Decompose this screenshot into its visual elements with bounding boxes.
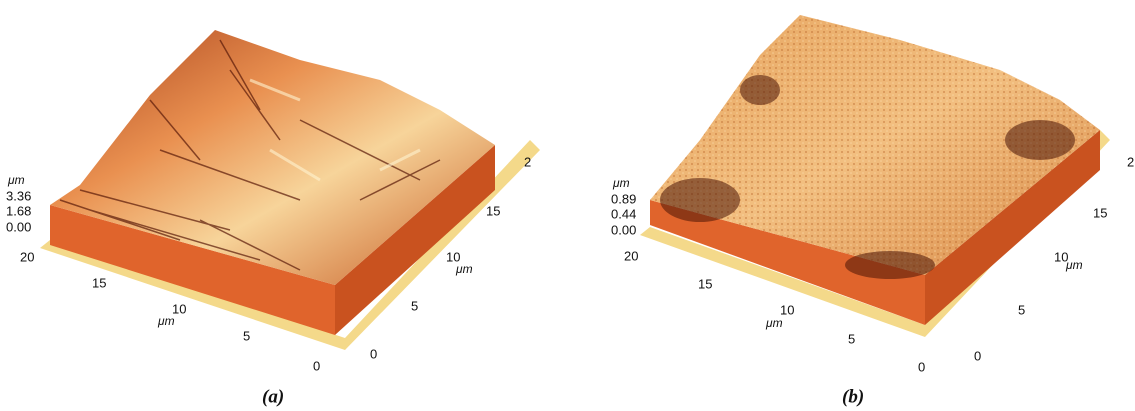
x-tick-label: 20 bbox=[624, 248, 638, 263]
z-unit: μm bbox=[612, 176, 630, 190]
x-tick-label: 5 bbox=[243, 328, 250, 343]
y-tick-label: 0 bbox=[974, 348, 981, 363]
y-tick-label: 0 bbox=[370, 346, 377, 361]
y-unit: μm bbox=[1065, 258, 1083, 272]
surface-a bbox=[40, 30, 540, 350]
y-tick-label: 15 bbox=[1093, 205, 1107, 220]
x-tick-label: 20 bbox=[20, 249, 34, 264]
x-tick-label: 15 bbox=[92, 275, 106, 290]
x-tick-label: 10 bbox=[172, 301, 186, 316]
z-tick-label: 0.00 bbox=[6, 219, 31, 234]
y-tick-label: 5 bbox=[1018, 302, 1025, 317]
z-tick-label: 0.44 bbox=[611, 206, 636, 221]
x-unit: μm bbox=[765, 316, 783, 330]
panel-label: (a) bbox=[262, 386, 284, 407]
x-tick-label: 0 bbox=[918, 359, 925, 374]
x-unit: μm bbox=[157, 314, 175, 328]
x-tick-label: 0 bbox=[313, 358, 320, 373]
panel-label: (b) bbox=[842, 386, 864, 407]
z-tick-label: 1.68 bbox=[6, 203, 31, 218]
x-tick-label: 5 bbox=[848, 331, 855, 346]
z-tick-label: 3.36 bbox=[6, 188, 31, 203]
y-tick-label: 2 bbox=[524, 154, 531, 169]
z-unit: μm bbox=[7, 173, 25, 187]
y-tick-label: 5 bbox=[411, 298, 418, 313]
x-tick-label: 15 bbox=[698, 276, 712, 291]
z-tick-label: 0.89 bbox=[611, 191, 636, 206]
y-tick-label: 10 bbox=[1054, 249, 1068, 264]
x-tick-label: 10 bbox=[780, 302, 794, 317]
z-tick-label: 0.00 bbox=[611, 222, 636, 237]
y-tick-label: 10 bbox=[446, 249, 460, 264]
y-tick-label: 2 bbox=[1127, 154, 1134, 169]
y-tick-label: 15 bbox=[486, 203, 500, 218]
y-unit: μm bbox=[455, 262, 473, 276]
surface-b bbox=[640, 15, 1110, 337]
